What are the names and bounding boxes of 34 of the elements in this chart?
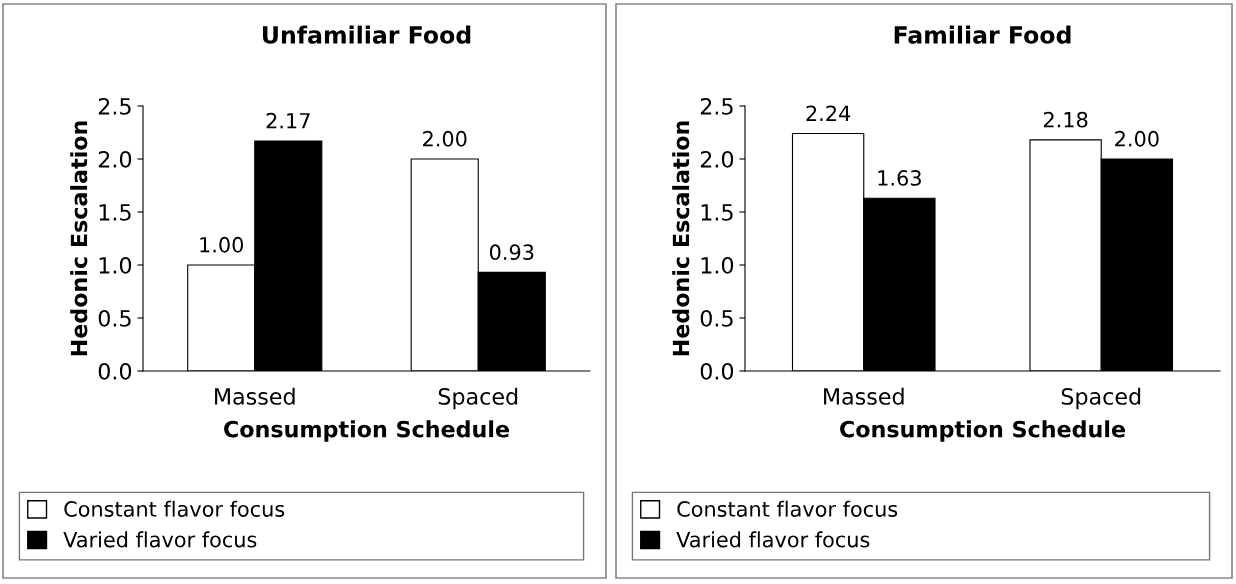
y-tick-label: 0.0 bbox=[700, 362, 734, 380]
y-tick-label: 1.0 bbox=[701, 256, 734, 274]
y-tick-label: 2.0 bbox=[700, 150, 734, 168]
x-axis-title: Consumption Schedule bbox=[224, 420, 509, 442]
y-axis-title: Hedonic Escalation bbox=[672, 121, 690, 356]
data-label: 0.93 bbox=[489, 244, 534, 261]
y-axis-title: Hedonic Escalation bbox=[70, 121, 88, 356]
x-axis-title: Consumption Schedule bbox=[840, 420, 1125, 442]
y-tick-label: 1.0 bbox=[99, 256, 132, 274]
legend-label: Varied flavor focus bbox=[63, 531, 257, 548]
x-tick-label: Spaced bbox=[1061, 387, 1141, 410]
y-tick-label: 0.0 bbox=[98, 362, 132, 380]
y-tick-label: 0.5 bbox=[98, 309, 131, 327]
legend-label: Constant flavor focus bbox=[677, 500, 898, 517]
data-label: 1.63 bbox=[878, 170, 921, 186]
legend-label: Constant flavor focus bbox=[64, 500, 285, 517]
y-tick-label: 0.5 bbox=[700, 309, 733, 327]
data-label: 2.00 bbox=[423, 130, 467, 147]
y-tick-label: 1.5 bbox=[99, 204, 131, 221]
y-tick-label: 2.5 bbox=[98, 97, 131, 115]
data-label: 1.00 bbox=[200, 236, 244, 253]
x-tick-label: Massed bbox=[824, 387, 904, 405]
data-label: 2.00 bbox=[1115, 130, 1159, 147]
y-tick-label: 1.5 bbox=[701, 204, 733, 221]
data-label: 2.18 bbox=[1043, 111, 1088, 128]
data-label: 2.24 bbox=[806, 105, 851, 121]
chart-title: Unfamiliar Food bbox=[262, 25, 471, 44]
chart-title: Familiar Food bbox=[894, 25, 1071, 44]
x-tick-label: Spaced bbox=[438, 387, 518, 410]
y-tick-label: 2.5 bbox=[700, 97, 733, 115]
legend-label: Varied flavor focus bbox=[676, 531, 870, 548]
y-tick-label: 2.0 bbox=[98, 150, 132, 168]
data-label: 2.17 bbox=[266, 112, 310, 129]
x-tick-label: Massed bbox=[215, 387, 295, 405]
